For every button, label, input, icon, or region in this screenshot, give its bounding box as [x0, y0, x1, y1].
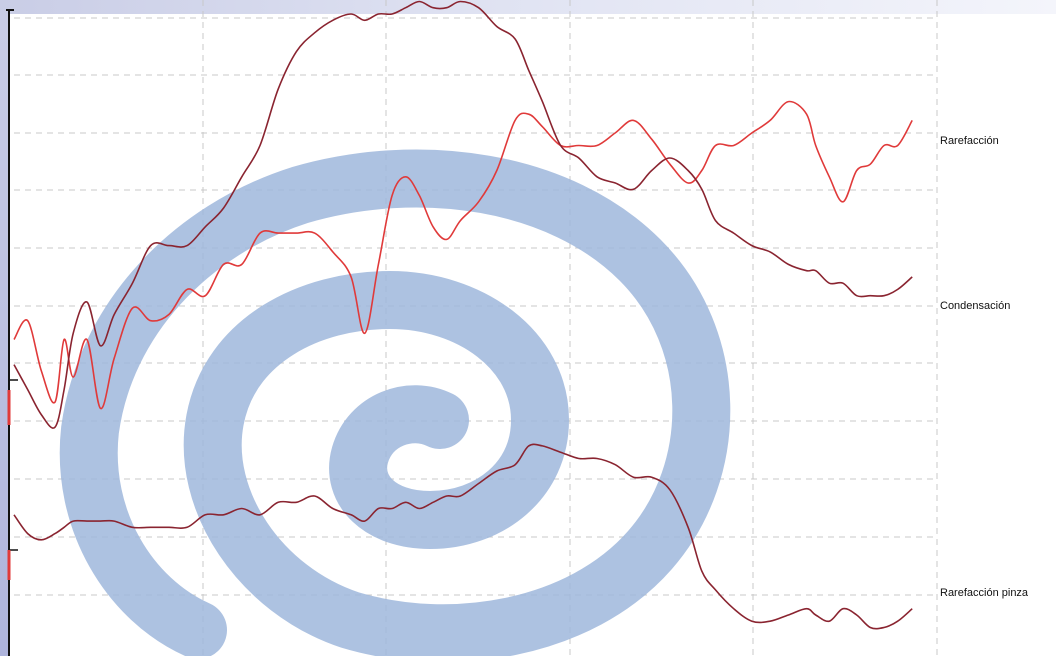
- series-line-2: [13, 0, 913, 429]
- series-labels: Rarefacción Condensación Rarefacción pin…: [940, 135, 1029, 599]
- label-rarefaccion-pinza: Rarefacción pinza: [940, 587, 1029, 599]
- label-condensacion: Condensación: [940, 300, 1010, 312]
- y-axis: [6, 9, 18, 656]
- window-frame-top: [0, 0, 1056, 14]
- series-line-1: [13, 100, 913, 410]
- spiral-logo-icon: [59, 149, 731, 656]
- label-rarefaccion: Rarefacción: [940, 135, 999, 147]
- series-group: [13, 0, 913, 630]
- series-line-3: [13, 443, 913, 630]
- window-frame-left: [0, 0, 8, 656]
